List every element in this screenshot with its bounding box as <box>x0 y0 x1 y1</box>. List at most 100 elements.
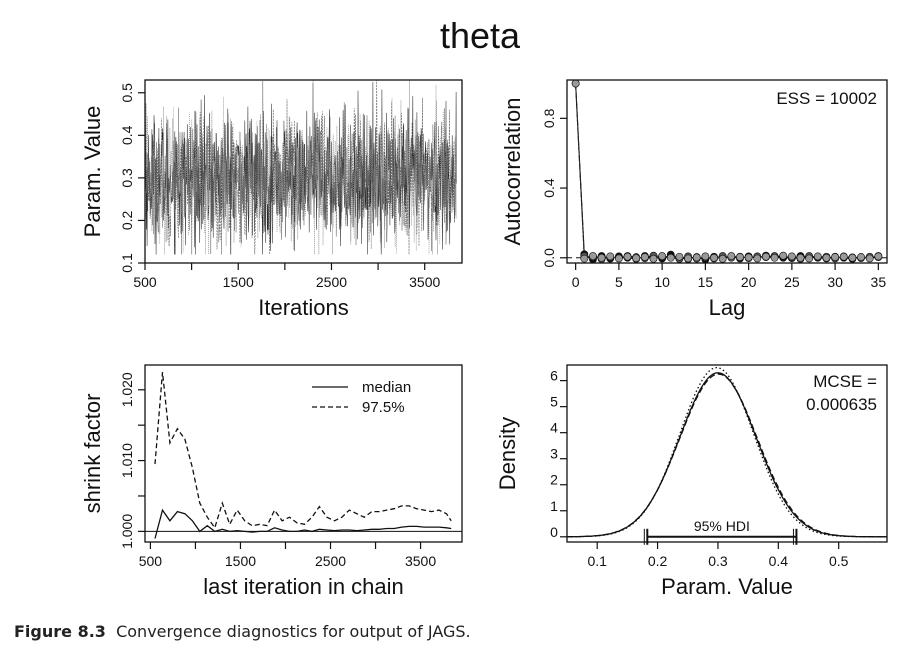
acf-point <box>649 254 658 263</box>
acf-point <box>666 253 675 262</box>
y-tick-label: 0.5 <box>119 83 135 103</box>
y-axis-label: Param. Value <box>80 106 105 238</box>
y-tick-label: 2 <box>550 472 558 488</box>
y-tick-label: 1.020 <box>119 372 135 407</box>
acf-series-line-3 <box>575 83 879 260</box>
acf-point <box>865 254 874 263</box>
density-curve-dotted <box>567 366 887 538</box>
y-tick-label: 4 <box>550 420 558 436</box>
y-tick-label: 5 <box>550 394 558 410</box>
hdi-label: 95% HDI <box>694 518 750 534</box>
acf-point <box>813 252 822 261</box>
acf-point <box>606 252 615 261</box>
y-tick-label: 0.2 <box>119 211 135 231</box>
x-tick-label: 0 <box>572 274 580 290</box>
acf-point <box>839 252 848 261</box>
plot-frame <box>566 364 888 543</box>
x-tick-label: 500 <box>133 274 157 290</box>
x-tick-label: 0.2 <box>648 553 668 569</box>
y-tick-label: 6 <box>550 368 558 384</box>
acf-point <box>848 253 857 262</box>
plot-frame <box>144 79 463 264</box>
shrink-series-97-5 <box>154 372 452 530</box>
acf-series-line-1 <box>575 83 879 261</box>
acf-point <box>589 252 597 260</box>
trace-chain-3 <box>145 80 457 255</box>
x-tick-label: 3500 <box>405 553 436 569</box>
x-axis-label: Iterations <box>258 295 349 320</box>
x-tick-label: 5 <box>615 274 623 290</box>
x-tick-label: 3500 <box>409 274 440 290</box>
acf-point <box>658 252 667 260</box>
shrink-series-median <box>154 508 452 539</box>
x-tick-label: 0.1 <box>587 553 607 569</box>
caption-label: Figure 8.3 <box>14 622 106 641</box>
acf-point <box>675 252 684 261</box>
acf-point <box>762 252 770 261</box>
y-tick-label: 0.0 <box>541 248 557 268</box>
autocorrelation-plot: ESS = 10002 0 5 10 15 20 25 30 35 0.0 0.4 0.8 Lag Aut… <box>500 79 888 320</box>
x-tick-label: 500 <box>139 553 163 569</box>
acf-point <box>744 253 753 262</box>
acf-point <box>640 253 649 261</box>
acf-point <box>692 253 701 262</box>
y-tick-label: 0.8 <box>541 108 557 128</box>
density-curve-dashed <box>567 373 887 538</box>
acf-point <box>857 253 865 261</box>
x-tick-label: 0.5 <box>829 553 849 569</box>
acf-point <box>710 253 718 262</box>
acf-point <box>632 254 641 263</box>
acf-series-line-2 <box>575 83 879 260</box>
plot-frame <box>144 364 463 543</box>
mcse-annotation-line2: 0.000635 <box>806 395 877 414</box>
shrink-factor-plot: median 97.5% 500 1500 2500 3500 1.000 1.010 1.02… <box>80 364 463 599</box>
y-tick-label: 0.4 <box>541 178 557 198</box>
acf-point <box>701 252 710 261</box>
acf-point <box>580 254 589 263</box>
acf-point <box>736 253 744 261</box>
mcse-annotation-line1: MCSE = <box>813 372 877 391</box>
acf-point <box>779 251 788 260</box>
acf-point <box>727 252 736 260</box>
x-tick-label: 0.3 <box>708 553 728 569</box>
acf-point <box>623 252 632 261</box>
x-tick-label: 1500 <box>223 274 254 290</box>
acf-point <box>753 254 762 263</box>
y-axis-label: Autocorrelation <box>500 98 525 246</box>
legend-label: 97.5% <box>362 399 405 416</box>
figure-caption: Figure 8.3 Convergence diagnostics for o… <box>14 622 471 641</box>
acf-point <box>770 253 779 262</box>
caption-text: Convergence diagnostics for output of JA… <box>116 622 471 641</box>
x-tick-label: 2500 <box>315 553 346 569</box>
acf-point <box>571 79 580 88</box>
acf-point <box>822 253 831 262</box>
y-tick-label: 0.1 <box>119 253 135 273</box>
y-axis-label: shrink factor <box>80 394 105 514</box>
y-tick-label: 0.4 <box>119 125 135 145</box>
density-plot: 95% HDI MCSE = 0.000635 0.1 0.2 0.3 0.4 0.5 0 1 2 3… <box>495 364 888 599</box>
trace-plot: 500 1500 2500 3500 0.1 0.2 0.3 0.4 0.5 Iterations… <box>80 79 463 320</box>
x-tick-label: 15 <box>698 274 714 290</box>
y-tick-label: 1 <box>550 498 558 514</box>
acf-point <box>787 252 796 261</box>
x-axis-label: Param. Value <box>661 574 793 599</box>
acf-point <box>597 253 606 262</box>
acf-point <box>614 254 623 263</box>
y-tick-label: 3 <box>550 446 558 462</box>
acf-point <box>684 254 692 263</box>
x-tick-label: 0.4 <box>769 553 789 569</box>
x-tick-label: 35 <box>871 274 887 290</box>
plot-frame <box>566 79 888 264</box>
x-tick-label: 30 <box>827 274 843 290</box>
y-tick-label: 1.000 <box>119 514 135 549</box>
y-tick-label: 1.010 <box>119 443 135 478</box>
acf-point <box>831 253 840 261</box>
acf-point <box>874 252 883 261</box>
y-tick-label: 0.3 <box>119 168 135 188</box>
x-tick-label: 10 <box>654 274 670 290</box>
ess-annotation: ESS = 10002 <box>776 89 877 108</box>
acf-point <box>796 253 805 262</box>
y-tick-label: 0 <box>550 524 558 540</box>
legend-label: median <box>362 379 411 396</box>
